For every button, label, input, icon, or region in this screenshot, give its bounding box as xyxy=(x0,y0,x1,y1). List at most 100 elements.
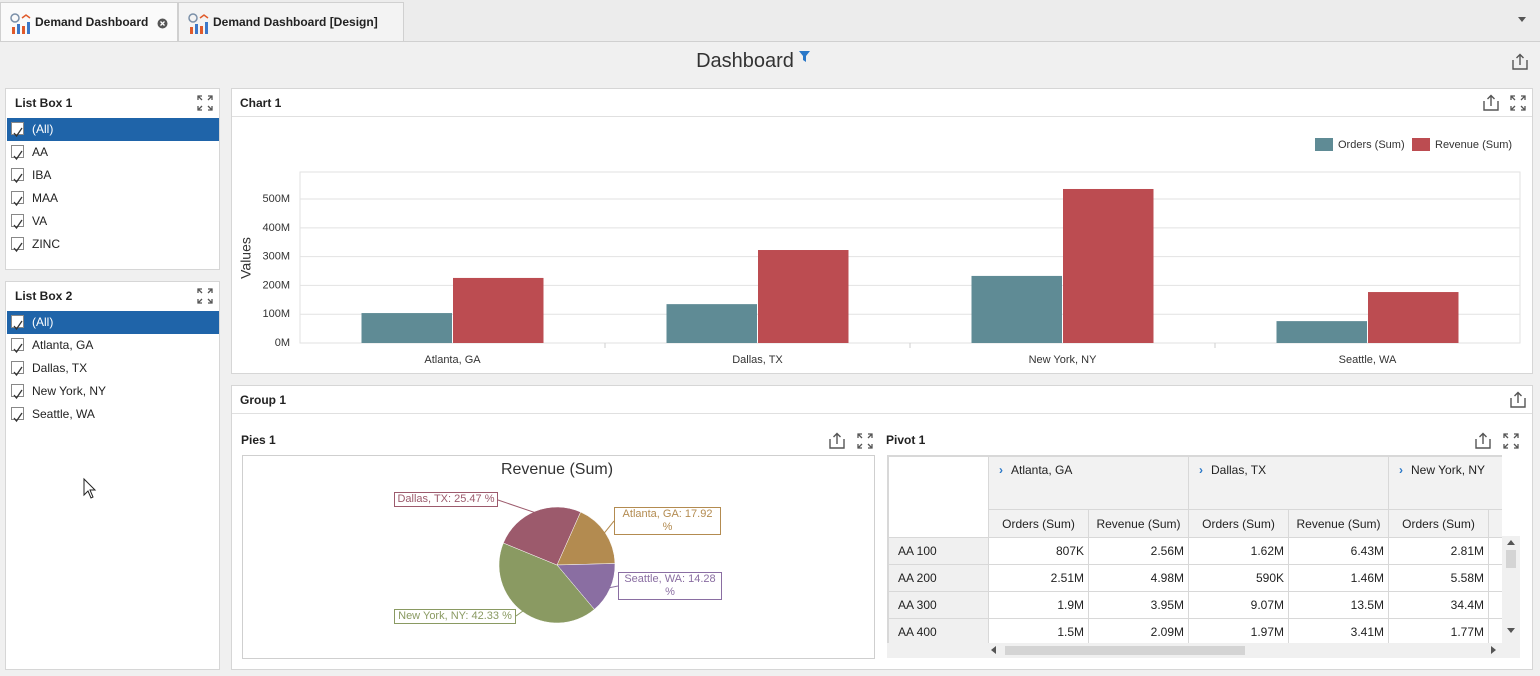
pie-label: Dallas, TX: 25.47 % xyxy=(394,492,498,507)
x-tick-label: New York, NY xyxy=(1029,354,1098,366)
pivot-row-header: AA 200 xyxy=(888,564,989,592)
scroll-arrow[interactable] xyxy=(1507,540,1515,546)
checkbox[interactable] xyxy=(11,122,24,138)
checkbox[interactable] xyxy=(11,237,24,253)
pivot-cell: 3.41M xyxy=(1287,618,1390,643)
list-item[interactable]: (All) xyxy=(7,311,219,334)
panel-title: Group 1 xyxy=(240,393,287,407)
scroll-thumb[interactable] xyxy=(1506,550,1516,568)
tab-icon xyxy=(10,13,31,34)
pivot-column-label: Dallas, TX xyxy=(1211,463,1267,477)
pivot-measure-header: Revenue (Sum) xyxy=(1287,509,1390,538)
checkbox[interactable] xyxy=(11,315,24,331)
maximize-icon[interactable] xyxy=(857,433,873,449)
pivot-cell: 34.4M xyxy=(1388,591,1490,619)
bar xyxy=(758,250,849,343)
tab-label: Demand Dashboard xyxy=(35,15,149,29)
vertical-scrollbar[interactable] xyxy=(1502,536,1520,643)
pivot-measure-header: Orders (Sum) xyxy=(1188,509,1289,538)
maximize-icon[interactable] xyxy=(197,288,213,304)
bar xyxy=(361,313,452,343)
list-item-label: Seattle, WA xyxy=(32,407,95,421)
tab-label: Demand Dashboard [Design] xyxy=(213,15,378,29)
pivot-row: AA 200 2.51M 4.98M 590K 1.46M 5.58M xyxy=(888,564,1502,592)
pivot-row: AA 300 1.9M 3.95M 9.07M 13.5M 34.4M xyxy=(888,591,1502,619)
pie-slice xyxy=(503,506,581,566)
list-item[interactable]: VA xyxy=(7,210,219,233)
list-item-label: ZINC xyxy=(32,237,60,251)
pivot-measure-row: Orders (Sum) Revenue (Sum) Orders (Sum) Rev… xyxy=(889,509,1502,538)
horizontal-scrollbar[interactable] xyxy=(887,643,1520,658)
checkbox[interactable] xyxy=(11,338,24,354)
bar xyxy=(1063,188,1154,343)
tab[interactable]: Demand Dashboard xyxy=(0,2,178,41)
separator xyxy=(232,116,1532,117)
export-icon[interactable] xyxy=(1482,94,1500,112)
pivot-column-header[interactable]: › New York, NY xyxy=(1388,456,1502,510)
bar xyxy=(1368,292,1459,343)
pivot-row-header: AA 100 xyxy=(888,537,989,565)
export-icon[interactable] xyxy=(1511,53,1529,71)
list-item[interactable]: Dallas, TX xyxy=(7,357,219,380)
list-item[interactable]: AA xyxy=(7,141,219,164)
maximize-icon[interactable] xyxy=(1510,95,1526,111)
legend-label: Revenue (Sum) xyxy=(1435,139,1512,151)
scroll-arrow[interactable] xyxy=(1507,628,1515,634)
list-item[interactable]: ZINC xyxy=(7,233,219,256)
list-box-panel: List Box 1 (All) AA IBA MAA VA ZINC xyxy=(5,88,220,270)
filter-icon[interactable] xyxy=(799,51,811,63)
scroll-thumb[interactable] xyxy=(1005,646,1245,655)
list-item-label: MAA xyxy=(32,191,59,205)
list-item[interactable]: Atlanta, GA xyxy=(7,334,219,357)
list-item[interactable]: (All) xyxy=(7,118,219,141)
pivot-column-header[interactable]: › Dallas, TX xyxy=(1187,456,1390,510)
scroll-arrow[interactable] xyxy=(1491,646,1497,654)
y-tick-label: 400M xyxy=(262,222,290,234)
tab-icon xyxy=(188,13,209,34)
pivot-row: AA 100 807K 2.56M 1.62M 6.43M 2.81M xyxy=(888,537,1502,565)
list-item[interactable]: MAA xyxy=(7,187,219,210)
check-mark xyxy=(13,150,23,161)
pivot-column-label: New York, NY xyxy=(1411,463,1486,477)
scroll-arrow[interactable] xyxy=(991,646,997,654)
pivot-measure-header: Revenue (Sum) xyxy=(1088,509,1189,538)
tab-dropdown[interactable] xyxy=(1518,17,1526,23)
checkbox[interactable] xyxy=(11,361,24,377)
list-item[interactable]: New York, NY xyxy=(7,380,219,403)
checkbox[interactable] xyxy=(11,168,24,184)
checkbox[interactable] xyxy=(11,191,24,207)
pivot-column-header[interactable]: › Atlanta, GA xyxy=(988,456,1189,510)
list-item[interactable]: Seattle, WA xyxy=(7,403,219,426)
check-mark xyxy=(13,173,23,184)
y-tick-label: 0M xyxy=(275,337,290,349)
pie-slice xyxy=(556,511,616,566)
tab[interactable]: Demand Dashboard [Design] xyxy=(178,2,404,41)
maximize-icon[interactable] xyxy=(1503,433,1519,449)
pie-slice xyxy=(556,563,616,610)
expand-arrow: › xyxy=(1199,463,1203,477)
panel-title: Pivot 1 xyxy=(886,433,926,447)
checkbox[interactable] xyxy=(11,407,24,423)
tab-close[interactable] xyxy=(157,18,168,29)
export-icon[interactable] xyxy=(1474,432,1492,450)
list-item-label: IBA xyxy=(32,168,52,182)
pivot-cell: 1.77M xyxy=(1388,618,1490,643)
label-connector xyxy=(515,609,525,617)
pivot-cell: 590K xyxy=(1188,564,1289,592)
export-icon[interactable] xyxy=(1509,391,1527,409)
export-icon[interactable] xyxy=(828,432,846,450)
check-mark xyxy=(13,389,23,400)
list-item-label: VA xyxy=(32,214,48,228)
maximize-icon[interactable] xyxy=(197,95,213,111)
y-tick-label: 100M xyxy=(262,308,290,320)
panel-title: Pies 1 xyxy=(241,433,276,447)
check-mark xyxy=(13,219,23,230)
checkbox[interactable] xyxy=(11,214,24,230)
y-tick-label: 500M xyxy=(262,193,290,205)
list-item[interactable]: IBA xyxy=(7,164,219,187)
checkbox[interactable] xyxy=(11,384,24,400)
checkbox[interactable] xyxy=(11,145,24,161)
check-mark xyxy=(13,366,23,377)
